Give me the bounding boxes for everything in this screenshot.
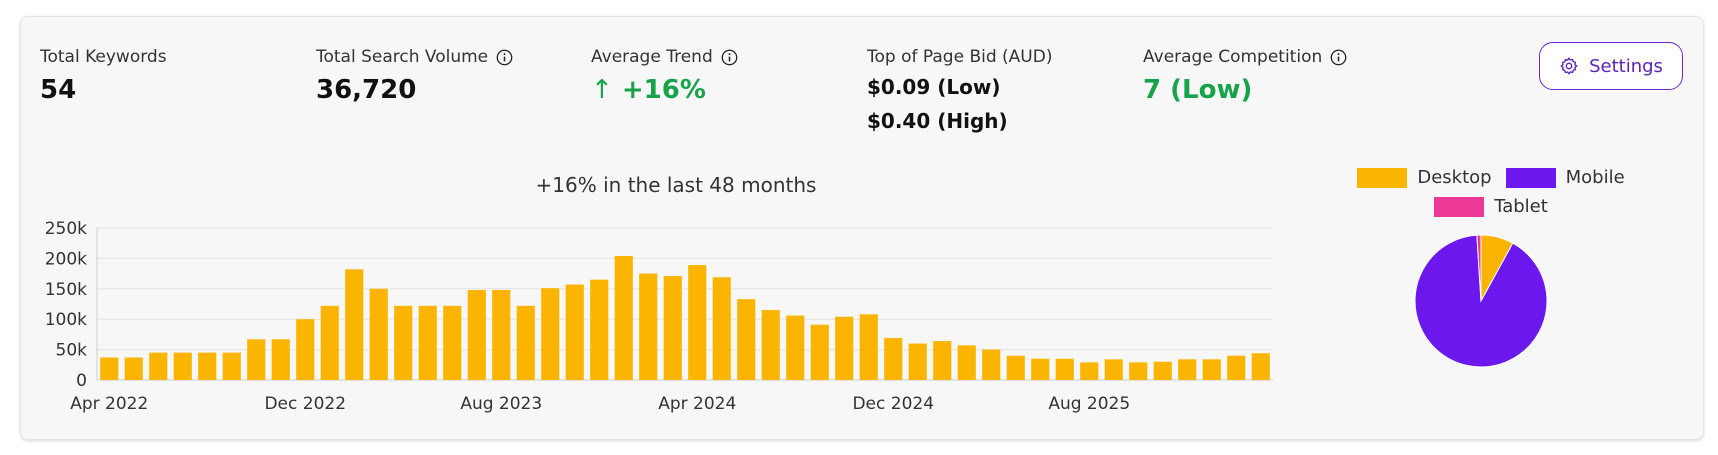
y-tick-label: 100k <box>45 310 87 330</box>
bar <box>810 324 829 380</box>
bar <box>1080 362 1099 380</box>
stat-label: Average Trend <box>591 47 713 67</box>
legend-swatch-mobile <box>1505 167 1556 188</box>
bar <box>786 315 805 380</box>
bar <box>1153 361 1172 380</box>
bar <box>761 310 780 380</box>
bar <box>614 255 633 380</box>
bar <box>982 349 1001 380</box>
bar <box>467 290 486 380</box>
x-tick-label: Dec 2022 <box>264 394 346 414</box>
x-tick-label: Aug 2025 <box>1048 394 1130 414</box>
stat-label: Total Keywords <box>40 47 167 67</box>
stat-average-trend: Average Trend ↑ +16% <box>591 47 738 105</box>
bar <box>296 319 315 380</box>
bar <box>100 357 119 380</box>
y-tick-label: 200k <box>45 249 87 269</box>
bid-low: $0.09 (Low) <box>867 75 1001 99</box>
bar <box>541 288 560 380</box>
info-icon[interactable] <box>1330 49 1347 66</box>
y-tick-label: 250k <box>45 219 87 239</box>
bar <box>957 345 976 380</box>
bar <box>663 276 682 380</box>
device-pie-chart <box>1414 234 1548 368</box>
y-tick-label: 150k <box>45 280 87 300</box>
trend-up-arrow-icon: ↑ <box>591 75 613 105</box>
bar <box>590 279 609 380</box>
stat-value: 36,720 <box>316 75 417 105</box>
legend-label: Desktop <box>1417 167 1492 188</box>
bar <box>737 299 756 380</box>
y-tick-label: 0 <box>76 371 87 391</box>
bar <box>639 273 658 380</box>
bar <box>369 288 388 380</box>
legend-item-tablet[interactable]: Tablet <box>1434 196 1548 217</box>
bar <box>1178 359 1197 380</box>
x-tick-label: Aug 2023 <box>460 394 542 414</box>
bar <box>320 305 339 380</box>
stat-label: Top of Page Bid (AUD) <box>867 47 1053 67</box>
bar <box>271 339 290 380</box>
keyword-summary-card: Total Keywords 54 Total Search Volume 36… <box>20 16 1704 440</box>
bar <box>688 265 707 380</box>
x-tick-label: Apr 2024 <box>658 394 736 414</box>
bar <box>1202 359 1221 380</box>
bar <box>1031 358 1050 380</box>
bar <box>908 343 927 380</box>
bar <box>222 352 241 380</box>
stat-top-of-page-bid: Top of Page Bid (AUD) $0.09 (Low) $0.40 … <box>867 47 1052 133</box>
bar <box>1251 353 1270 380</box>
bar <box>1129 362 1148 380</box>
bar <box>149 352 168 380</box>
bar <box>1227 355 1246 380</box>
bar <box>247 339 266 380</box>
bar <box>394 305 413 380</box>
bar <box>492 290 511 380</box>
bar <box>1104 359 1123 380</box>
y-tick-label: 50k <box>56 341 88 361</box>
stat-total-keywords: Total Keywords 54 <box>40 47 167 105</box>
bar <box>124 357 143 380</box>
bid-high: $0.40 (High) <box>867 109 1008 133</box>
bar <box>418 305 437 380</box>
bar <box>516 305 535 380</box>
legend-item-desktop[interactable]: Desktop <box>1357 167 1492 188</box>
bar <box>345 269 364 380</box>
device-legend: Desktop Mobile Tablet <box>1341 167 1641 225</box>
bar <box>835 316 854 380</box>
gear-icon <box>1560 57 1578 75</box>
legend-swatch-desktop <box>1357 167 1408 188</box>
stat-value: 7 (Low) <box>1143 75 1253 105</box>
info-icon[interactable] <box>496 49 513 66</box>
bar <box>443 305 462 380</box>
bar <box>1006 355 1025 380</box>
x-tick-label: Apr 2022 <box>70 394 148 414</box>
settings-label: Settings <box>1589 55 1663 77</box>
bar <box>884 338 903 380</box>
bar <box>933 341 952 380</box>
legend-swatch-tablet <box>1434 196 1485 217</box>
bar <box>565 284 584 380</box>
pie-slice-mobile[interactable] <box>1414 234 1548 368</box>
legend-label: Tablet <box>1494 196 1548 217</box>
bar <box>859 314 878 380</box>
chart-title: +16% in the last 48 months <box>535 173 817 197</box>
bar <box>198 352 217 380</box>
bar <box>1055 358 1074 380</box>
info-icon[interactable] <box>721 49 738 66</box>
x-tick-label: Dec 2024 <box>852 394 934 414</box>
stat-average-competition: Average Competition 7 (Low) <box>1143 47 1347 105</box>
legend-item-mobile[interactable]: Mobile <box>1505 167 1625 188</box>
pie-slice-tablet[interactable] <box>1476 234 1482 302</box>
stat-total-search-volume: Total Search Volume 36,720 <box>316 47 513 105</box>
stat-value: +16% <box>621 75 706 105</box>
legend-label: Mobile <box>1565 167 1625 188</box>
bar <box>712 277 731 380</box>
bar <box>173 352 192 380</box>
stat-value: 54 <box>40 75 77 105</box>
stat-label: Average Competition <box>1143 47 1323 67</box>
stat-label: Total Search Volume <box>316 47 489 67</box>
search-volume-bar-chart: 0 50k 100k 150k 200k 250k Apr 2022 Dec 2022 Aug … <box>45 219 1273 414</box>
settings-button[interactable]: Settings <box>1539 42 1683 90</box>
